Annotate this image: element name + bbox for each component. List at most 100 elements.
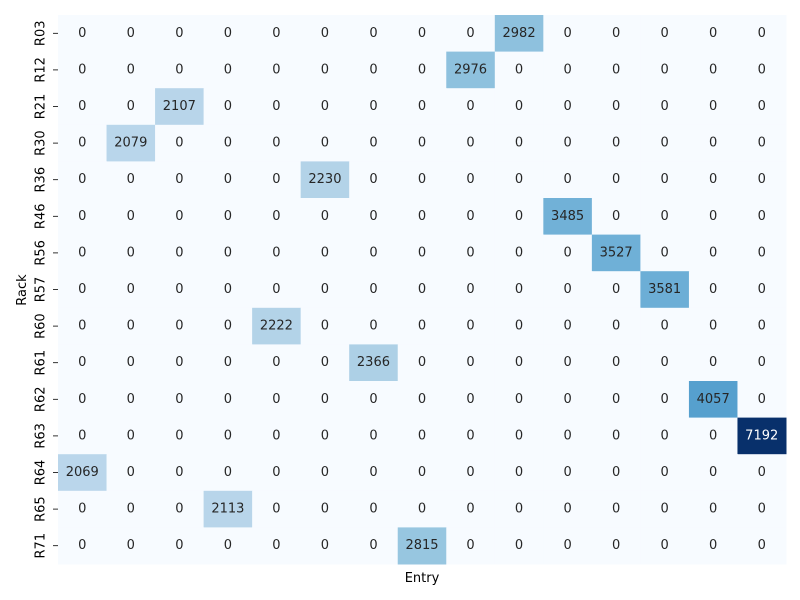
heatmap-cell — [203, 88, 253, 126]
cell-value-label: 0 — [175, 209, 183, 224]
cell-value-label: 0 — [127, 26, 135, 41]
heatmap-cell — [349, 527, 399, 565]
heatmap-cell — [349, 417, 399, 455]
cell-value-label: 0 — [224, 245, 232, 260]
cell-value-label: 0 — [758, 62, 766, 77]
heatmap-cell — [591, 527, 641, 565]
cell-value-label: 0 — [175, 538, 183, 553]
cell-value-label: 0 — [321, 428, 329, 443]
cell-value-label: 0 — [369, 245, 377, 260]
cell-value-label: 0 — [175, 319, 183, 334]
cell-value-label: 0 — [661, 245, 669, 260]
heatmap-cell — [203, 198, 253, 236]
cell-value-label: 0 — [466, 282, 474, 297]
heatmap-cell — [446, 51, 496, 89]
cell-value-label: 0 — [563, 282, 571, 297]
cell-value-label: 0 — [127, 355, 135, 370]
cell-value-label: 0 — [272, 465, 280, 480]
cell-value-label: 0 — [709, 282, 717, 297]
cell-value-label: 0 — [272, 245, 280, 260]
cell-value-label: 0 — [321, 62, 329, 77]
cell-value-label: 0 — [321, 538, 329, 553]
cell-value-label: 0 — [369, 538, 377, 553]
heatmap-cell — [203, 417, 253, 455]
heatmap-cell — [688, 490, 738, 528]
cell-value-label: 0 — [418, 319, 426, 334]
cell-value-label: 0 — [563, 319, 571, 334]
cell-value-label: 0 — [369, 62, 377, 77]
heatmap-cell — [640, 381, 690, 419]
cell-value-label: 0 — [369, 136, 377, 151]
cell-value-label: 0 — [78, 392, 86, 407]
cell-value-label: 0 — [612, 319, 620, 334]
heatmap-cell — [300, 417, 350, 455]
heatmap-cell — [446, 124, 496, 162]
cell-value-label: 0 — [515, 245, 523, 260]
cell-value-label: 0 — [224, 26, 232, 41]
heatmap-cell — [106, 88, 156, 126]
cell-value-label: 3485 — [551, 209, 584, 224]
heatmap-cell — [543, 88, 593, 126]
heatmap-cell — [252, 490, 302, 528]
heatmap-cell — [446, 271, 496, 309]
cell-value-label: 0 — [563, 172, 571, 187]
heatmap-cell — [446, 417, 496, 455]
y-tick-label: R21 — [34, 94, 49, 120]
cell-value-label: 0 — [466, 502, 474, 517]
cell-value-label: 0 — [466, 355, 474, 370]
heatmap-cell — [58, 307, 108, 345]
heatmap-cell — [737, 88, 787, 126]
cell-value-label: 0 — [563, 502, 571, 517]
heatmap-cell — [494, 161, 544, 199]
heatmap-cell — [349, 124, 399, 162]
heatmap-cell — [155, 271, 205, 309]
heatmap-cell — [397, 454, 447, 492]
heatmap-cells: 0 0 0 0 0 0 0 0 0 2982 0 0 0 0 0 0 0 0 0 0 0 0 0 2976 0 0 0 0 0 0 0 0 21… — [58, 15, 787, 565]
heatmap-cell — [58, 161, 108, 199]
heatmap-cell — [155, 454, 205, 492]
heatmap-cell — [494, 124, 544, 162]
heatmap-cell — [58, 527, 108, 565]
heatmap-cell — [203, 271, 253, 309]
heatmap-cell — [252, 51, 302, 89]
heatmap-cell — [640, 454, 690, 492]
heatmap-cell — [300, 51, 350, 89]
heatmap-cell — [543, 15, 593, 53]
cell-value-label: 0 — [418, 99, 426, 114]
heatmap-cell — [155, 88, 205, 126]
cell-value-label: 0 — [661, 26, 669, 41]
cell-value-label: 0 — [709, 209, 717, 224]
cell-value-label: 0 — [127, 428, 135, 443]
cell-value-label: 0 — [466, 136, 474, 151]
cell-value-label: 0 — [758, 136, 766, 151]
y-tick-label: R12 — [34, 57, 49, 83]
cell-value-label: 0 — [758, 209, 766, 224]
heatmap-cell — [737, 124, 787, 162]
cell-value-label: 0 — [272, 172, 280, 187]
heatmap-cell — [688, 124, 738, 162]
heatmap-cell — [737, 234, 787, 272]
cell-value-label: 0 — [758, 355, 766, 370]
cell-value-label: 0 — [369, 428, 377, 443]
heatmap-cell — [494, 454, 544, 492]
heatmap-cell — [349, 307, 399, 345]
heatmap-cell — [688, 271, 738, 309]
cell-value-label: 2107 — [163, 99, 196, 114]
heatmap-cell — [688, 88, 738, 126]
heatmap-cell — [446, 161, 496, 199]
heatmap-cell — [155, 124, 205, 162]
y-tick-label: R30 — [34, 130, 49, 156]
heatmap-cell — [252, 454, 302, 492]
cell-value-label: 0 — [175, 172, 183, 187]
cell-value-label: 0 — [175, 136, 183, 151]
heatmap-cell — [543, 417, 593, 455]
heatmap-cell — [397, 198, 447, 236]
cell-value-label: 0 — [661, 62, 669, 77]
cell-value-label: 0 — [515, 172, 523, 187]
cell-value-label: 2982 — [503, 26, 536, 41]
cell-value-label: 0 — [272, 392, 280, 407]
cell-value-label: 0 — [515, 502, 523, 517]
heatmap-cell — [397, 124, 447, 162]
heatmap-cell — [106, 527, 156, 565]
cell-value-label: 0 — [127, 538, 135, 553]
